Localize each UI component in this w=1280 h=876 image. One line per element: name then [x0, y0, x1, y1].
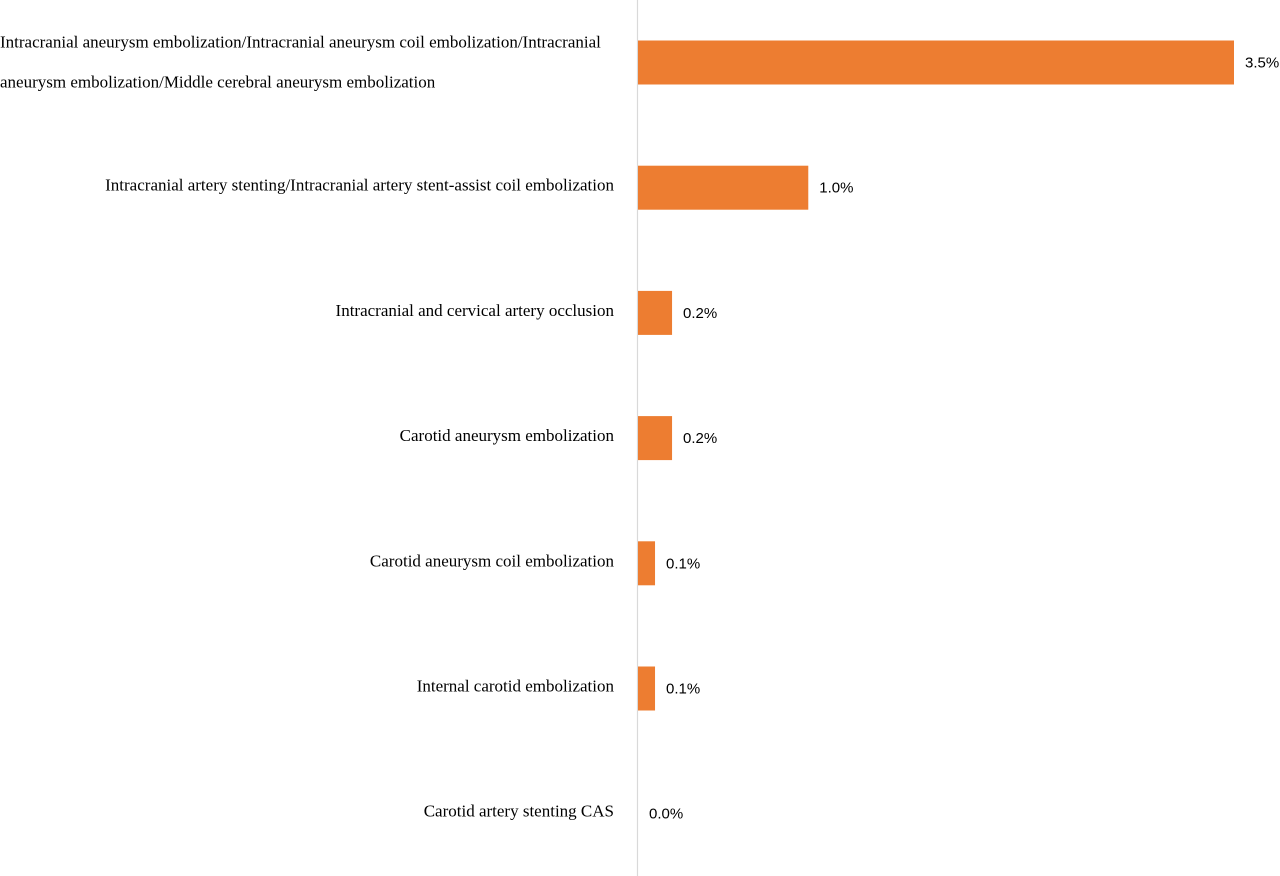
- value-label-2: 1.0%: [819, 180, 853, 197]
- category-label-6: Internal carotid embolization: [417, 677, 615, 696]
- category-label-6-line-1: Internal carotid embolization: [417, 677, 615, 696]
- value-label-6: 0.1%: [666, 681, 700, 698]
- bar-6: [638, 666, 656, 711]
- category-label-5: Carotid aneurysm coil embolization: [370, 551, 615, 570]
- category-label-2-line-1: Intracranial artery stenting/Intracrania…: [105, 176, 614, 195]
- category-label-3-line-1: Intracranial and cervical artery occlusi…: [336, 301, 615, 320]
- bar-5: [638, 541, 656, 586]
- category-label-4-line-1: Carotid aneurysm embolization: [400, 426, 615, 445]
- value-label-4: 0.2%: [683, 430, 717, 447]
- category-label-2: Intracranial artery stenting/Intracrania…: [105, 176, 614, 195]
- category-label-7-line-1: Carotid artery stenting CAS: [424, 802, 614, 821]
- value-label-7: 0.0%: [649, 806, 683, 823]
- bar-2: [638, 165, 809, 210]
- value-label-5: 0.1%: [666, 555, 700, 572]
- value-labels-group: 3.5% 1.0% 0.2% 0.2% 0.1% 0.1% 0.0%: [649, 55, 1279, 823]
- category-label-1-line-1: Intracranial aneurysm embolization/Intra…: [0, 33, 601, 52]
- bar-3: [638, 290, 673, 335]
- bar-1: [638, 40, 1234, 85]
- category-label-7: Carotid artery stenting CAS: [424, 802, 614, 821]
- bar-4: [638, 416, 673, 461]
- category-label-3: Intracranial and cervical artery occlusi…: [336, 301, 615, 320]
- value-label-1: 3.5%: [1245, 55, 1279, 72]
- category-label-5-line-1: Carotid aneurysm coil embolization: [370, 551, 615, 570]
- category-label-1-line-2: aneurysm embolization/Middle cerebral an…: [0, 73, 436, 92]
- category-label-1: Intracranial aneurysm embolization/Intra…: [0, 33, 601, 92]
- bars-group: [638, 40, 1234, 711]
- value-label-3: 0.2%: [683, 305, 717, 322]
- category-labels-group: Intracranial aneurysm embolization/Intra…: [0, 33, 614, 821]
- category-label-4: Carotid aneurysm embolization: [400, 426, 615, 445]
